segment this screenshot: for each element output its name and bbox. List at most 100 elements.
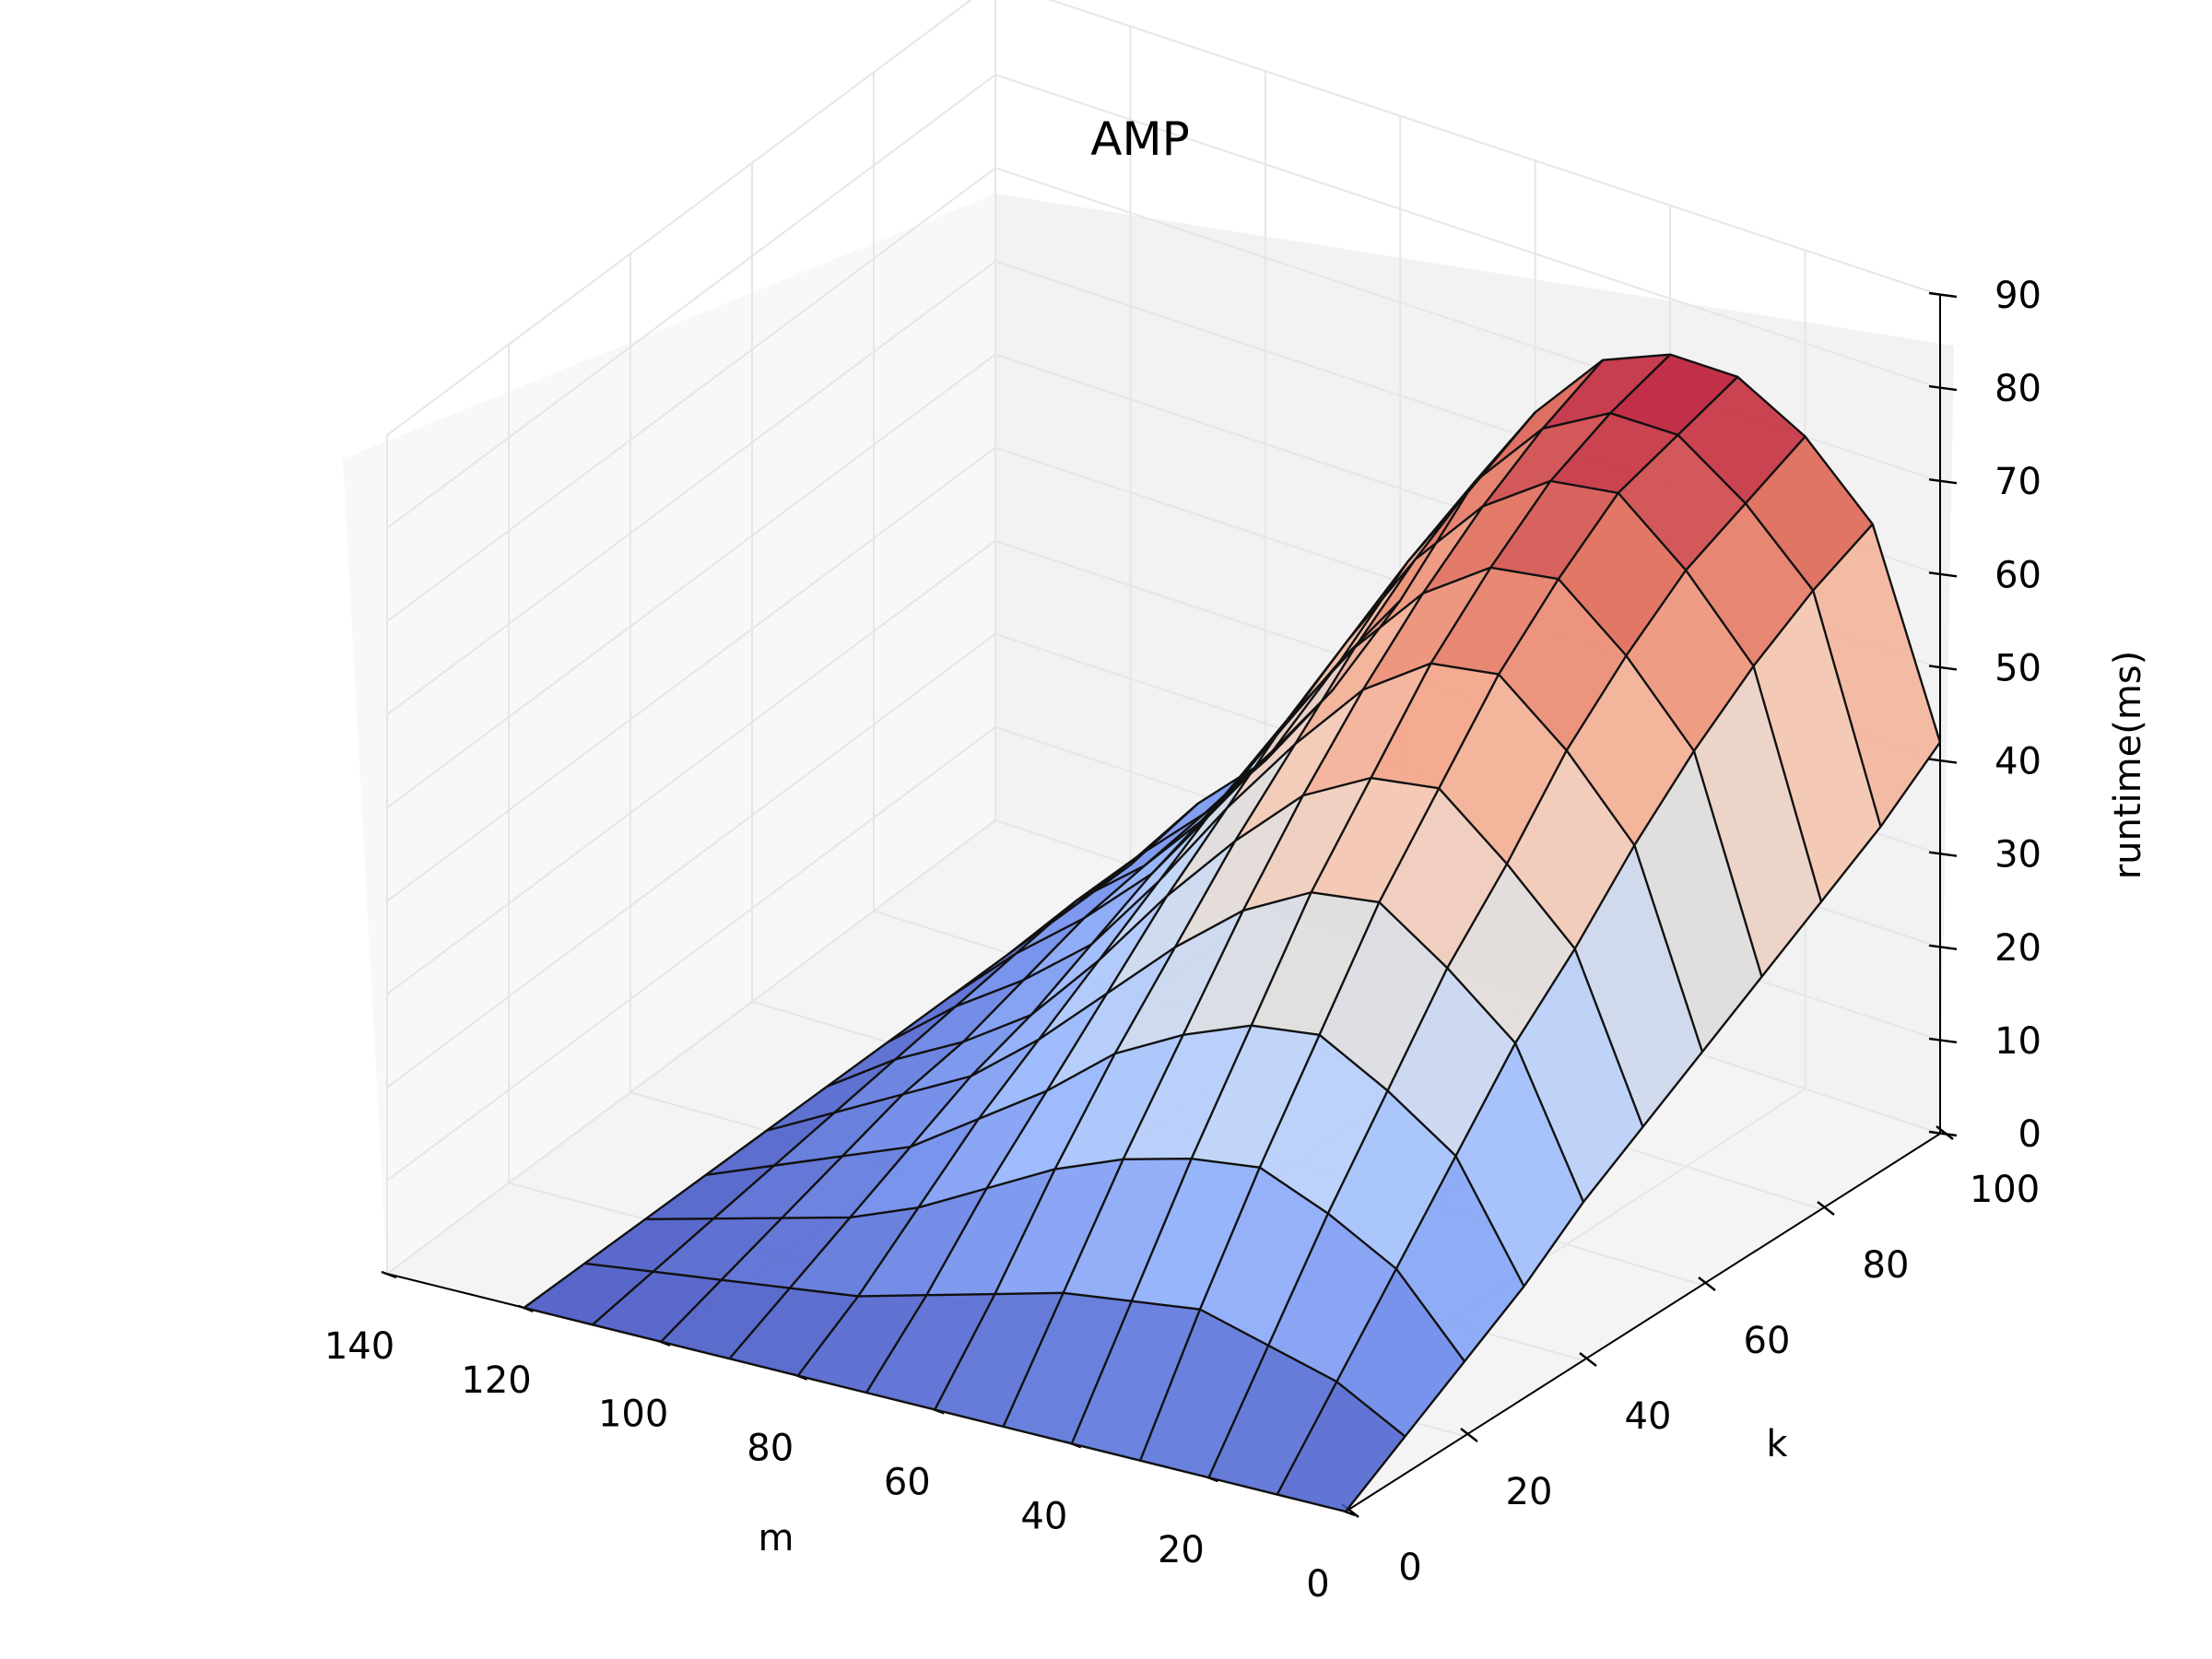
surface-patch: [653, 1218, 782, 1280]
surface-patch: [895, 980, 1024, 1060]
surface-patch: [955, 918, 1085, 1006]
x-tick-label: 0: [1306, 1563, 1329, 1606]
z-tick-label: 30: [1994, 834, 2041, 877]
wire-line-m: [1139, 376, 1739, 1462]
surface-patch: [1167, 744, 1296, 897]
surface-patch: [1123, 1025, 1252, 1159]
surface-patch: [1566, 655, 1694, 846]
surface-patch: [592, 1271, 722, 1342]
y-tick-label: 100: [1970, 1169, 2040, 1211]
back-pane-yz: [343, 194, 995, 1274]
y-axis-label: k: [1766, 1423, 1788, 1465]
surface-patch: [1634, 750, 1762, 1053]
surface-patch: [1114, 910, 1243, 1054]
wire-line-m: [934, 411, 1536, 1410]
surface-patch: [1235, 689, 1363, 841]
surface-patch: [850, 1118, 979, 1218]
surface-patch: [1302, 663, 1431, 796]
surface-wireframe: [523, 353, 1942, 1513]
z-tick-mark: [1928, 291, 1958, 299]
surface-patch: [1023, 874, 1152, 981]
wire-line-m: [660, 759, 1266, 1343]
wire-line-m: [865, 491, 1469, 1394]
wire-line-m: [592, 802, 1199, 1326]
wire-line-m: [1002, 359, 1604, 1428]
surface-patch: [1174, 795, 1303, 947]
surface-patch: [1071, 1300, 1200, 1461]
surface-patch: [1455, 1042, 1583, 1287]
surface-patch: [1030, 880, 1159, 1016]
surface-patch: [1686, 503, 1814, 666]
z-tick-label: 20: [1994, 927, 2041, 970]
chart-title: AMP: [1090, 112, 1190, 166]
surface-patch: [986, 1053, 1115, 1189]
surface-patch: [1610, 354, 1738, 435]
surface-patch: [1618, 434, 1746, 571]
z-tick-label: 50: [1994, 647, 2041, 689]
z-tick-label: 40: [1994, 741, 2041, 783]
z-tick-mark: [1928, 758, 1958, 764]
x-tick-label: 60: [884, 1461, 931, 1503]
surface-patch: [1191, 1025, 1320, 1168]
y-tick-label: 0: [1398, 1547, 1421, 1589]
z-tick-mark: [1928, 665, 1958, 671]
surface-patch: [789, 1207, 919, 1297]
x-tick-label: 20: [1158, 1529, 1205, 1571]
surface-patch: [1515, 948, 1643, 1203]
surface-patch: [910, 1039, 1040, 1147]
wire-line-m: [1070, 353, 1671, 1444]
surface-patch: [1319, 901, 1448, 1091]
surface-patch: [1355, 506, 1483, 648]
surface-patch: [1251, 892, 1380, 1035]
surface-patch: [1387, 968, 1516, 1157]
surface-patch: [1182, 892, 1312, 1035]
y-tick-label: 80: [1863, 1244, 1910, 1287]
surface-patch: [1259, 1034, 1388, 1214]
surface-patch: [902, 1015, 1031, 1095]
z-tick-mark: [1928, 1130, 1958, 1137]
surface-patch: [978, 993, 1107, 1119]
surface-patch: [1003, 1292, 1132, 1444]
wire-line-m: [1345, 741, 1941, 1512]
surface-patch: [1311, 778, 1440, 902]
surface-patch: [1430, 567, 1559, 675]
surface-patch: [827, 1006, 956, 1087]
surface-patch: [721, 1217, 851, 1288]
surface-patch: [1131, 1159, 1260, 1310]
surface-patch: [797, 1295, 927, 1393]
z-tick-label: 60: [1994, 554, 2041, 596]
z-tick-mark: [1928, 478, 1958, 485]
surface-patch: [1574, 845, 1702, 1127]
surface-patch: [705, 1112, 835, 1175]
surface-patch: [1054, 1034, 1183, 1170]
surface-patch: [1542, 354, 1671, 429]
surface-patch: [1753, 590, 1881, 902]
surface-patch: [994, 1159, 1124, 1295]
y-tick-label: 40: [1625, 1395, 1672, 1438]
x-tick-label: 140: [324, 1325, 394, 1368]
surface-patch: [1199, 1167, 1328, 1346]
x-tick-label: 80: [747, 1428, 794, 1470]
surface-patch: [1277, 1382, 1406, 1512]
surface-patch: [1268, 1213, 1396, 1382]
x-tick-label: 40: [1020, 1495, 1067, 1537]
surface-patch: [1208, 1345, 1337, 1495]
y-axis-line: [1345, 1133, 1941, 1512]
z-tick-mark: [1928, 1037, 1958, 1044]
surface-patch: [1626, 570, 1754, 751]
surface-patch: [1490, 480, 1618, 580]
surface-patch: [1063, 1159, 1192, 1301]
surface-patch: [834, 1041, 963, 1113]
surface-patch: [858, 1188, 987, 1297]
surface-patch: [1395, 1156, 1524, 1362]
surface-patch: [1371, 663, 1500, 789]
surface-patch: [584, 1218, 714, 1272]
surface-patch: [1813, 524, 1940, 827]
z-tick-mark: [1928, 384, 1958, 392]
surface-patch: [713, 1156, 842, 1219]
z-tick-label: 0: [2018, 1113, 2041, 1156]
z-tick-label: 90: [1994, 275, 2041, 317]
surface-patch: [1422, 480, 1551, 594]
surface-patch: [866, 1294, 995, 1410]
z-tick-label: 70: [1994, 461, 2041, 503]
